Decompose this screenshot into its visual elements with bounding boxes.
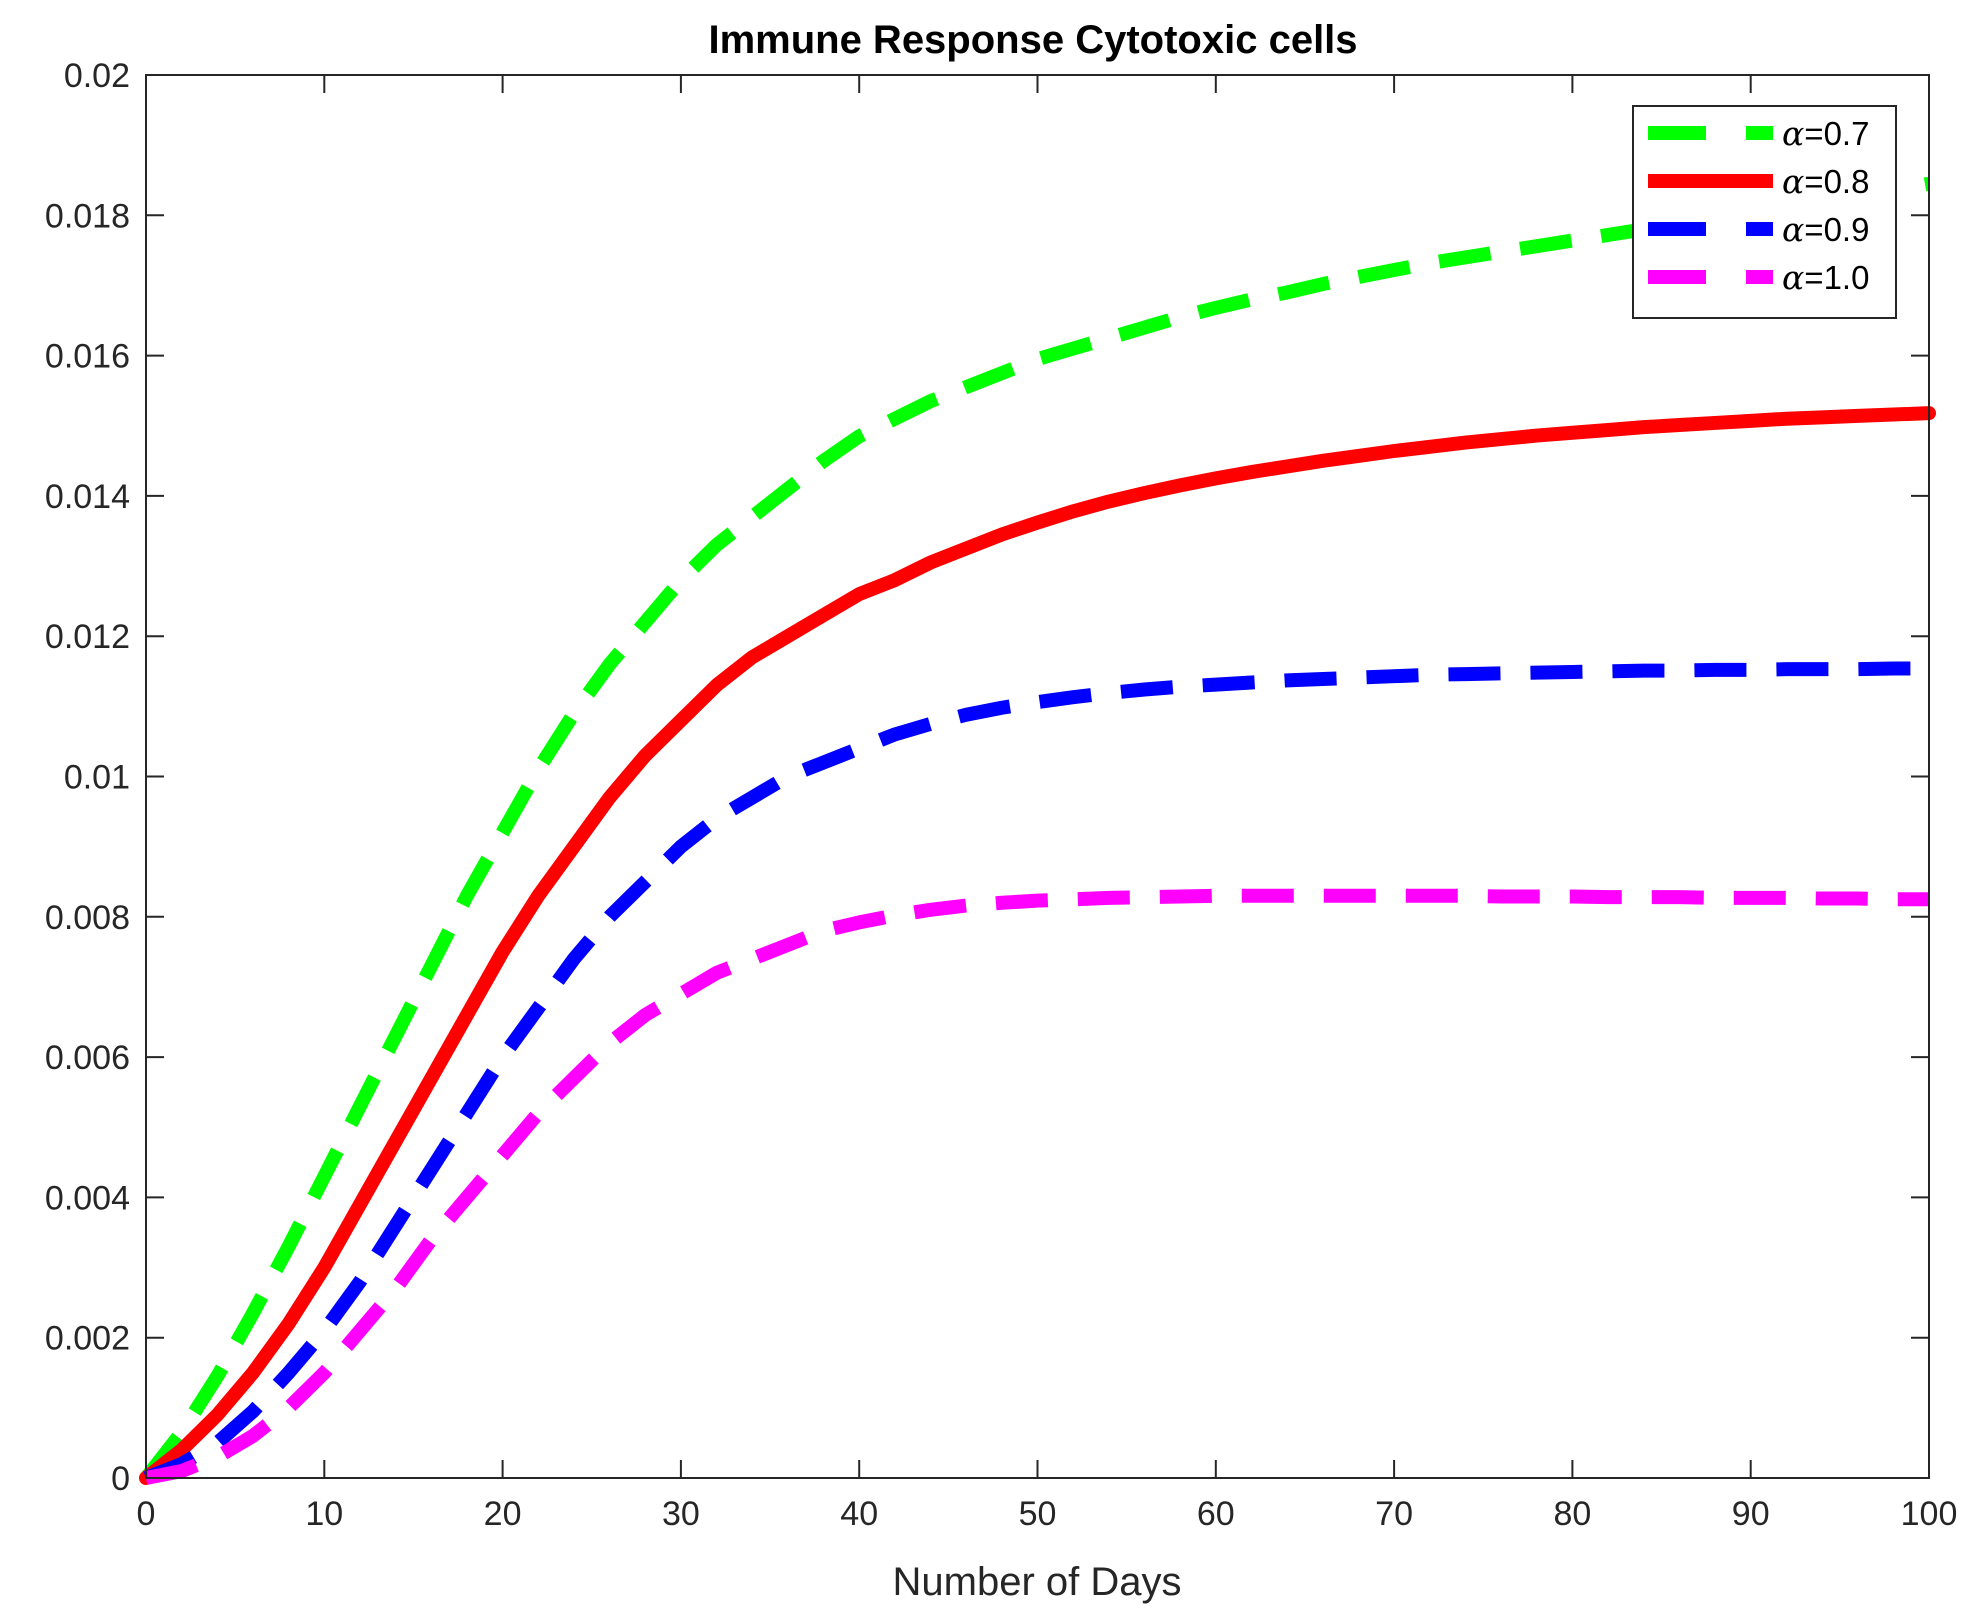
- legend-items: α=0.7α=0.8α=0.9α=1.0: [1648, 114, 1869, 297]
- x-tick-label: 20: [484, 1495, 522, 1533]
- legend-alpha-symbol: α: [1782, 114, 1804, 153]
- legend-value: =0.7: [1804, 115, 1869, 152]
- y-tick-label: 0.01: [64, 759, 130, 797]
- series-layer: [139, 176, 1936, 1485]
- legend-value: =1.0: [1804, 259, 1869, 296]
- chart-title: Immune Response Cytotoxic cells: [708, 18, 1357, 62]
- y-tick-label: 0.004: [45, 1179, 130, 1217]
- series-line-2: [139, 406, 1936, 1485]
- y-tick-label: 0.012: [45, 618, 130, 656]
- legend-label-3: α=0.9: [1782, 210, 1869, 249]
- series-line-1: [140, 176, 1931, 1483]
- legend: α=0.7α=0.8α=0.9α=1.0: [1632, 105, 1897, 319]
- legend-alpha-symbol: α: [1782, 162, 1804, 201]
- x-tick-label: 70: [1375, 1495, 1413, 1533]
- legend-alpha-symbol: α: [1782, 258, 1804, 297]
- y-tick-label: 0.014: [45, 478, 130, 516]
- series-line-4: [144, 888, 1929, 1485]
- x-tick-label: 30: [662, 1495, 700, 1533]
- plot-area: [146, 75, 1929, 1478]
- y-tick-label: 0.018: [45, 197, 130, 235]
- axis-layer: 0 10 20 30 40 50 60 70 80 90 100 0 0.002 0.004 0.006 0.…: [45, 57, 1957, 1533]
- x-tick-label: 100: [1901, 1495, 1958, 1533]
- y-tick-label: 0.016: [45, 338, 130, 376]
- x-tick-label: 40: [840, 1495, 878, 1533]
- y-tick-label: 0: [111, 1460, 130, 1498]
- y-tick-label: 0.006: [45, 1039, 130, 1077]
- legend-label-1: α=0.7: [1782, 114, 1869, 153]
- legend-value: =0.8: [1804, 163, 1869, 200]
- x-tick-label: 0: [137, 1495, 156, 1533]
- legend-value: =0.9: [1804, 211, 1869, 248]
- x-tick-label: 50: [1019, 1495, 1057, 1533]
- x-axis-title: Number of Days: [893, 1560, 1182, 1604]
- y-tick-label: 0.02: [64, 57, 130, 95]
- legend-label-2: α=0.8: [1782, 162, 1869, 201]
- x-tick-label: 80: [1553, 1495, 1591, 1533]
- x-tick-label: 90: [1732, 1495, 1770, 1533]
- series-line-3: [143, 661, 1929, 1485]
- y-tick-label: 0.008: [45, 899, 130, 937]
- x-tick-label: 60: [1197, 1495, 1235, 1533]
- y-tick-label: 0.002: [45, 1320, 130, 1358]
- x-tick-label: 10: [305, 1495, 343, 1533]
- legend-alpha-symbol: α: [1782, 210, 1804, 249]
- plot-frame: [145, 74, 1930, 1479]
- legend-label-4: α=1.0: [1782, 258, 1869, 297]
